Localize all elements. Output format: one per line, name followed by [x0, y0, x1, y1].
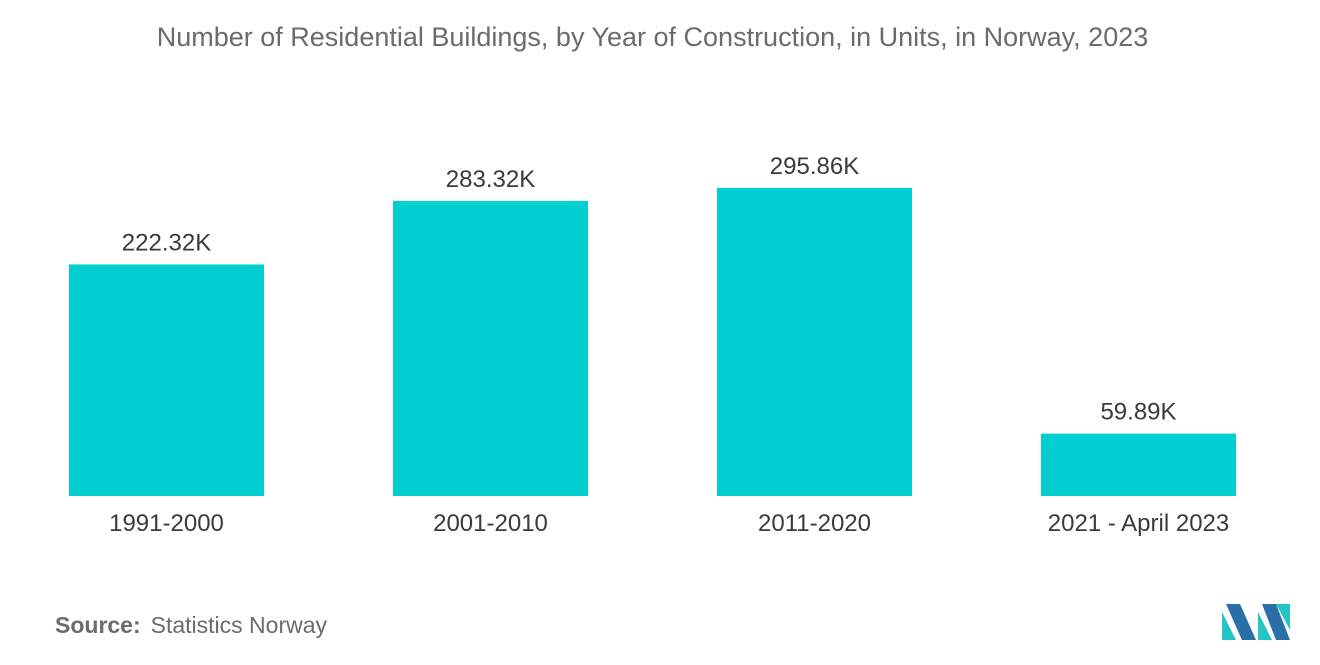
bar-value-label-0: 222.32K: [122, 229, 211, 256]
x-tick-label-3: 2021 - April 2023: [1048, 510, 1229, 537]
source-value: Statistics Norway: [150, 612, 328, 638]
x-tick-label-0: 1991-2000: [109, 510, 224, 537]
source-label: Source:: [55, 612, 141, 638]
bar-value-label-1: 283.32K: [446, 166, 535, 193]
bar-3: [1041, 433, 1236, 496]
bar-1: [393, 200, 588, 496]
source-line: Source: Statistics Norway: [55, 612, 327, 639]
x-tick-label-2: 2011-2020: [758, 510, 871, 537]
bar-2: [717, 187, 912, 496]
mordor-intelligence-logo-icon: [1222, 604, 1290, 640]
x-tick-label-1: 2001-2010: [433, 510, 548, 537]
bar-value-label-3: 59.89K: [1100, 399, 1176, 426]
bar-chart: 222.32K 1991-2000 283.32K 2001-2010 295.86K 2…: [69, 153, 1236, 537]
bar-value-label-2: 295.86K: [770, 153, 859, 180]
bar-0: [69, 264, 264, 496]
chart-title: Number of Residential Buildings, by Year…: [156, 22, 1149, 52]
